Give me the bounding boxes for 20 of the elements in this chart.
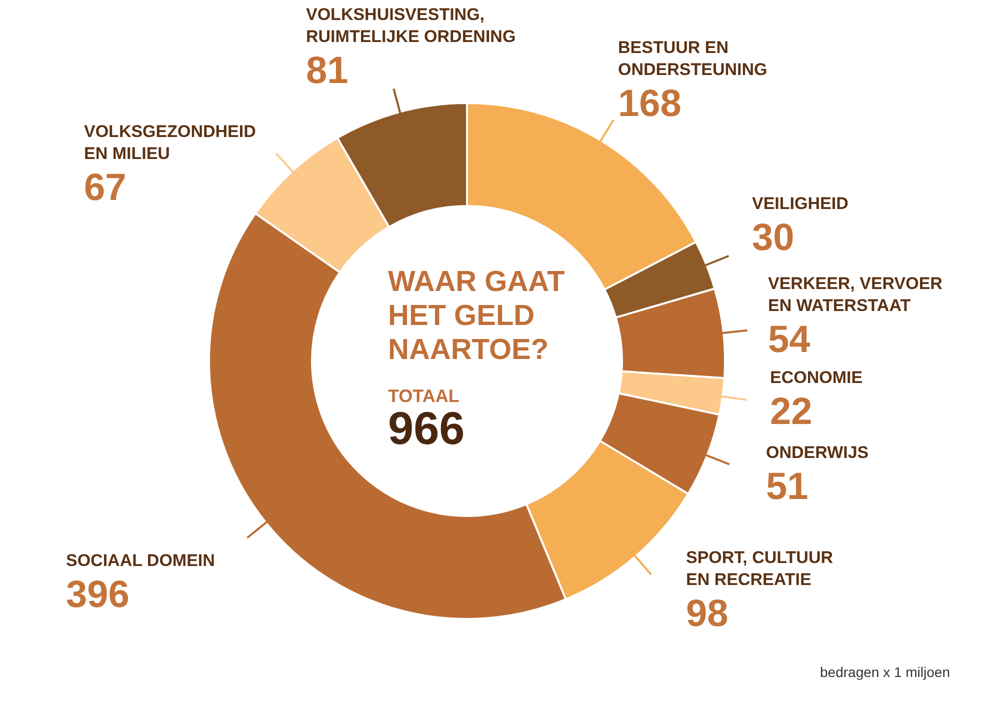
data-label: 168 — [618, 83, 682, 125]
slice-label: SPORT, CULTUUR EN RECREATIE — [686, 548, 834, 589]
slice-label: VOLKSHUISVESTING, RUIMTELIJKE ORDENING — [306, 5, 516, 46]
data-label: 22 — [770, 391, 812, 433]
data-label: 81 — [306, 50, 348, 92]
text: bedragen x 1 miljoen — [820, 664, 950, 680]
data-label: 67 — [84, 167, 126, 209]
slice-label: ECONOMIE — [770, 368, 863, 387]
text: WAAR GAAT HET GELD NAARTOE? — [388, 266, 565, 366]
data-label: 51 — [766, 466, 808, 508]
slice-label: VEILIGHEID — [752, 194, 848, 213]
data-label: 98 — [686, 593, 728, 635]
slice-label: SOCIAAL DOMEIN — [66, 551, 215, 570]
data-label: 54 — [768, 319, 810, 361]
slice-label: BESTUUR EN ONDERSTEUNING — [618, 38, 768, 79]
slice-label: ONDERWIJS — [766, 443, 869, 462]
slice-label: VERKEER, VERVOER EN WATERSTAAT — [768, 274, 942, 315]
data-label: 30 — [752, 217, 794, 259]
data-label: 396 — [66, 574, 130, 616]
slice-label: VOLKSGEZONDHEID EN MILIEU — [84, 122, 256, 163]
